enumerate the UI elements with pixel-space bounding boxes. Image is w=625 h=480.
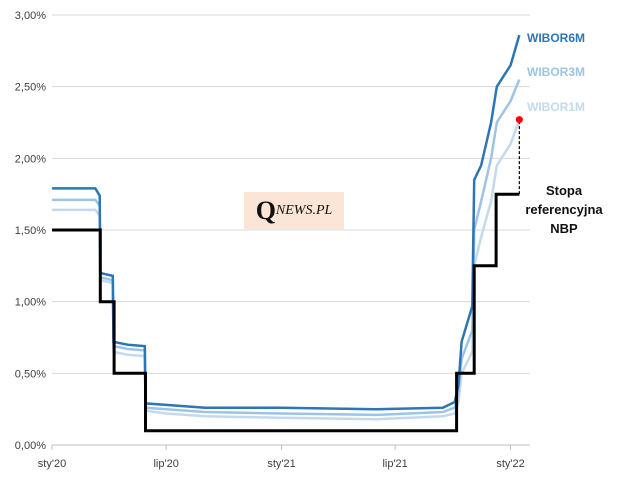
legend-stopa-line1: Stopa [546, 183, 583, 198]
series-wibor3m-line [52, 79, 521, 417]
series-lines [52, 34, 521, 433]
legend-wibor6m: WIBOR6M [527, 31, 585, 45]
highlight-point [515, 116, 523, 124]
series-wibor6m-line [52, 34, 521, 411]
watermark-logo: Q NEWS.PL [244, 192, 344, 229]
x-tick-label: sty'22 [496, 458, 524, 470]
series-wibor1m-line [52, 119, 521, 421]
x-tick-label: sty'21 [267, 458, 295, 470]
legend-stopa-line2: referencyjna [525, 202, 603, 217]
annotations [515, 116, 523, 195]
legend-stopa-line3: NBP [550, 221, 578, 236]
y-tick-label: 2,50% [15, 82, 46, 94]
y-tick-label: 0,00% [15, 440, 46, 452]
y-tick-label: 1,50% [15, 225, 46, 237]
y-tick-label: 2,00% [15, 153, 46, 165]
x-tick-label: sty'20 [38, 458, 66, 470]
legend-wibor3m: WIBOR3M [527, 65, 585, 79]
x-tick-label: lip'20 [153, 458, 178, 470]
y-tick-label: 0,50% [15, 368, 46, 380]
axes: 0,00% 0,50% 1,00% 1,50% 2,00% 2,50% 3,00% sty'2… [15, 10, 530, 470]
watermark-text: NEWS.PL [275, 202, 333, 218]
legend-wibor1m: WIBOR1M [527, 100, 585, 114]
x-tick-label: lip'21 [382, 458, 407, 470]
watermark-q: Q [255, 195, 276, 225]
y-tick-label: 3,00% [15, 10, 46, 22]
series-stopa-nbp-line [52, 192, 520, 433]
y-tick-label: 1,00% [15, 297, 46, 309]
